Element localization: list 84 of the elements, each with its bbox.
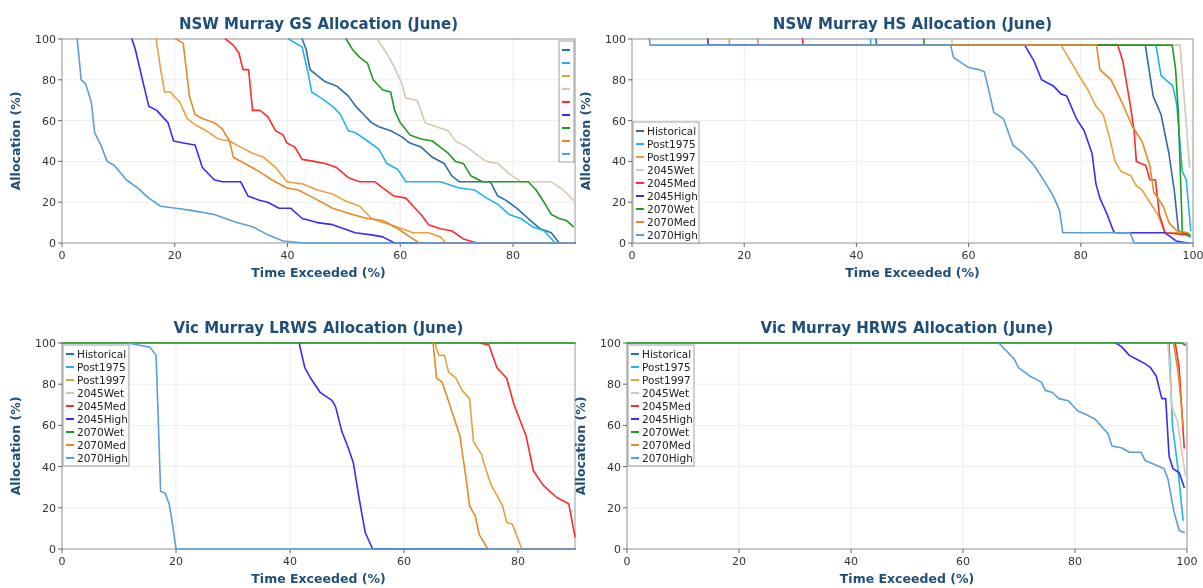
legend-label: Historical [77,347,127,360]
y-tick-label: 60 [42,114,56,128]
y-tick-label: 80 [612,73,626,87]
y-tick-label: 100 [35,33,56,46]
legend-label: Post1997 [642,373,691,386]
x-tick-label: 40 [283,555,297,568]
y-tick-label: 0 [614,543,621,556]
y-tick-label: 80 [607,378,621,392]
legend-label: Post1975 [647,137,696,150]
y-tick-label: 100 [600,337,621,350]
x-tick-label: 20 [167,249,182,262]
y-tick-label: 0 [49,543,56,556]
y-tick-label: 40 [612,155,626,169]
y-tick-label: 40 [607,460,621,474]
x-tick-label: 100 [1182,249,1203,262]
y-tick-label: 100 [605,33,626,46]
legend-label: Historical [647,124,697,137]
x-tick-label: 80 [1068,555,1082,568]
y-axis-title: Allocation (%) [8,396,23,496]
legend-label: Post1997 [647,150,696,163]
legend-label: 2045High [642,412,693,425]
y-axis-title: Allocation (%) [8,91,23,191]
x-tick-label: 0 [628,249,636,262]
x-tick-label: 80 [1073,249,1088,262]
chart-title: NSW Murray HS Allocation (June) [772,15,1053,33]
x-tick-label: 80 [505,249,520,262]
x-tick-label: 60 [961,249,976,262]
chart-title: NSW Murray GS Allocation (June) [178,15,459,33]
y-axis-title: Allocation (%) [573,396,588,496]
x-tick-label: 0 [58,249,66,262]
y-tick-label: 60 [42,419,56,433]
y-tick-label: 20 [612,196,626,210]
x-tick-label: 0 [58,555,66,568]
x-axis-title: Time Exceeded (%) [251,265,386,280]
legend-label: Historical [642,347,692,360]
legend-label: 2070Wet [647,202,695,215]
y-tick-label: 0 [49,237,56,250]
y-tick-label: 60 [607,419,621,433]
y-tick-label: 100 [35,337,56,350]
legend-label: 2070High [647,228,698,241]
legend-label: 2045Med [647,176,696,189]
x-tick-label: 20 [169,555,183,568]
y-tick-label: 0 [619,237,626,250]
x-axis-title: Time Exceeded (%) [839,571,975,586]
legend-label: 2070Med [647,215,696,228]
y-tick-label: 80 [42,378,56,392]
y-tick-label: 60 [612,114,626,128]
y-tick-label: 80 [42,73,56,87]
y-tick-label: 40 [42,460,56,474]
legend-label: Post1975 [77,360,126,373]
legend-label: 2045High [77,412,128,425]
x-tick-label: 40 [844,555,858,568]
legend-label: Post1975 [642,360,691,373]
legend-label: 2045Wet [642,386,690,399]
y-tick-label: 20 [607,501,621,515]
x-tick-label: 40 [280,249,295,262]
legend-label: 2070High [77,451,128,464]
x-tick-label: 80 [511,555,525,568]
legend-label: 2070Med [642,438,691,451]
legend-label: 2070Wet [77,425,125,438]
y-tick-label: 20 [42,196,56,210]
x-tick-label: 20 [737,249,752,262]
legend-label: 2070Wet [642,425,690,438]
x-tick-label: 20 [732,555,746,568]
legend-label: 2045High [647,189,698,202]
x-tick-label: 100 [1176,555,1198,568]
x-tick-label: 60 [956,555,970,568]
x-tick-label: 40 [849,249,864,262]
y-axis-title: Allocation (%) [578,91,593,191]
legend-label: 2070High [642,451,693,464]
x-tick-label: 60 [393,249,408,262]
y-tick-label: 20 [42,501,56,515]
legend-label: 2045Med [77,399,126,412]
legend-label: 2070Med [77,438,126,451]
x-axis-title: Time Exceeded (%) [251,571,386,586]
legend-label: 2045Med [642,399,691,412]
y-tick-label: 40 [42,155,56,169]
x-axis-title: Time Exceeded (%) [845,265,980,280]
legend-label: 2045Wet [77,386,125,399]
legend-label: Post1997 [77,373,126,386]
chart-title: Vic Murray HRWS Allocation (June) [760,319,1054,337]
chart-title: Vic Murray LRWS Allocation (June) [173,319,464,337]
x-tick-label: 60 [397,555,411,568]
legend-label: 2045Wet [647,163,695,176]
